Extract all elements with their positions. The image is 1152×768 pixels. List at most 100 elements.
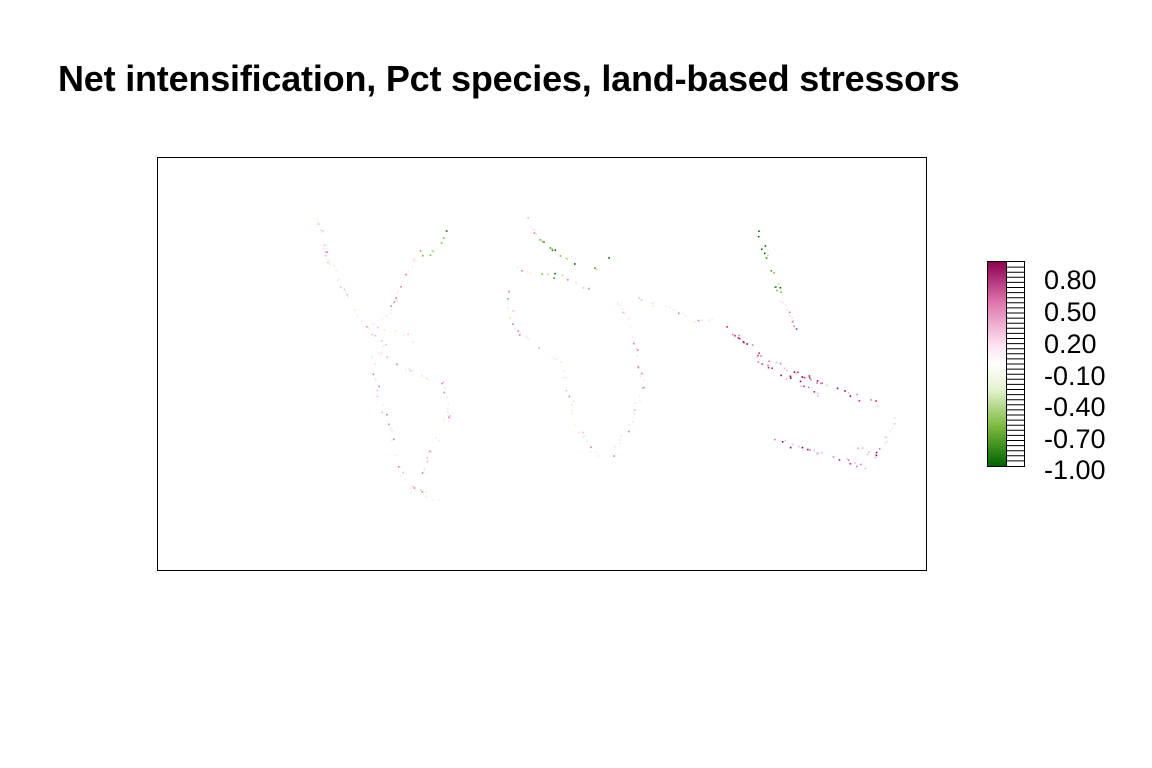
raster-cell bbox=[409, 487, 411, 490]
raster-cell bbox=[430, 451, 433, 453]
raster-cell bbox=[786, 369, 788, 372]
raster-cell bbox=[376, 395, 379, 398]
raster-cell bbox=[743, 341, 745, 344]
raster-cell bbox=[575, 281, 577, 284]
raster-cell bbox=[669, 306, 671, 309]
raster-cell bbox=[565, 257, 567, 260]
raster-cell bbox=[443, 419, 445, 422]
coastline-raster bbox=[316, 217, 896, 502]
raster-cell bbox=[386, 356, 389, 359]
raster-cell bbox=[622, 311, 624, 314]
raster-cell bbox=[374, 362, 376, 365]
raster-cell bbox=[552, 357, 555, 360]
raster-cell bbox=[757, 235, 760, 238]
raster-cell bbox=[886, 440, 889, 443]
raster-cell bbox=[420, 489, 422, 491]
raster-cell bbox=[385, 343, 387, 346]
raster-cell bbox=[785, 309, 788, 311]
raster-cell bbox=[326, 244, 328, 246]
raster-cell bbox=[323, 247, 325, 250]
raster-cell bbox=[414, 490, 417, 492]
raster-cell bbox=[774, 438, 776, 441]
raster-cell bbox=[326, 251, 328, 254]
raster-cell bbox=[533, 232, 536, 234]
raster-cell bbox=[423, 467, 426, 470]
raster-cell bbox=[442, 381, 445, 384]
raster-cell bbox=[791, 321, 794, 323]
raster-cell bbox=[377, 326, 379, 329]
raster-cell bbox=[388, 428, 391, 431]
raster-cell bbox=[817, 395, 819, 397]
raster-cell bbox=[390, 312, 392, 315]
raster-cell bbox=[347, 293, 349, 295]
raster-cell bbox=[779, 286, 782, 289]
raster-cell bbox=[574, 263, 576, 265]
raster-cell bbox=[631, 420, 634, 423]
raster-cell bbox=[371, 356, 373, 358]
raster-cell bbox=[884, 442, 887, 445]
raster-cell bbox=[519, 332, 521, 335]
raster-cell bbox=[878, 448, 881, 450]
raster-cell bbox=[377, 352, 380, 354]
raster-cell bbox=[432, 499, 435, 501]
raster-cell bbox=[380, 353, 382, 355]
raster-cell bbox=[574, 424, 576, 427]
raster-cell bbox=[732, 333, 734, 336]
raster-cell bbox=[801, 446, 804, 449]
raster-cell bbox=[512, 310, 515, 312]
raster-cell bbox=[779, 362, 782, 365]
raster-cell bbox=[396, 292, 398, 294]
raster-cell bbox=[816, 452, 818, 455]
raster-cell bbox=[400, 285, 402, 288]
raster-cell bbox=[767, 364, 769, 367]
raster-cell bbox=[411, 266, 414, 268]
raster-cell bbox=[785, 378, 788, 380]
raster-cell bbox=[641, 387, 644, 389]
raster-cell bbox=[639, 376, 642, 378]
raster-cell bbox=[846, 458, 849, 460]
raster-cell bbox=[509, 317, 511, 320]
raster-cell bbox=[894, 417, 896, 420]
raster-cell bbox=[665, 305, 668, 307]
raster-cell bbox=[836, 387, 839, 390]
raster-cell bbox=[376, 389, 379, 392]
legend-label: 0.20 bbox=[1044, 329, 1097, 359]
raster-cell bbox=[528, 338, 531, 341]
raster-cell bbox=[449, 417, 451, 420]
raster-cell bbox=[393, 301, 396, 303]
raster-cell bbox=[507, 306, 509, 309]
raster-cell bbox=[517, 330, 519, 332]
raster-cell bbox=[449, 415, 451, 417]
raster-cell bbox=[404, 479, 406, 481]
raster-cell bbox=[527, 217, 530, 219]
raster-cell bbox=[395, 454, 398, 457]
raster-cell bbox=[412, 341, 414, 344]
raster-cell bbox=[639, 373, 642, 376]
raster-cell bbox=[571, 409, 573, 412]
raster-cell bbox=[406, 333, 409, 336]
raster-cell bbox=[874, 456, 877, 459]
raster-cell bbox=[347, 296, 349, 298]
raster-cell bbox=[816, 382, 818, 384]
raster-cell bbox=[361, 320, 363, 322]
raster-cell bbox=[516, 266, 519, 268]
raster-cell bbox=[628, 430, 630, 433]
raster-cell bbox=[425, 377, 427, 379]
raster-cell bbox=[595, 268, 598, 271]
raster-cell bbox=[763, 252, 766, 255]
raster-cell bbox=[629, 325, 631, 328]
raster-cell bbox=[638, 394, 641, 397]
raster-cell bbox=[734, 334, 736, 337]
raster-cell bbox=[390, 305, 392, 307]
raster-cell bbox=[637, 366, 640, 369]
raster-cell bbox=[425, 495, 427, 498]
raster-cell bbox=[343, 288, 346, 291]
raster-cell bbox=[619, 304, 622, 307]
raster-cell bbox=[407, 270, 410, 272]
raster-cell bbox=[614, 446, 617, 448]
raster-cell bbox=[392, 302, 395, 305]
raster-cell bbox=[795, 372, 798, 375]
raster-cell bbox=[563, 376, 565, 379]
raster-cell bbox=[446, 411, 449, 413]
raster-cell bbox=[767, 366, 770, 369]
